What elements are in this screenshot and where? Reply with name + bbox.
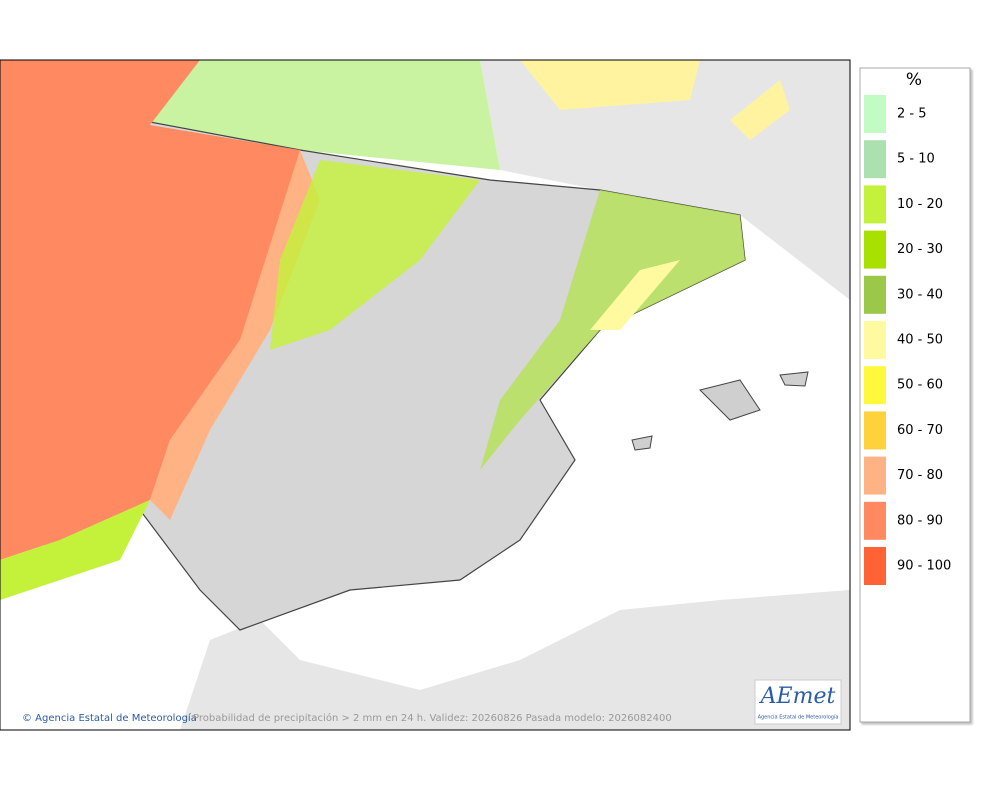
legend-swatch (864, 456, 886, 495)
west-band (150, 150, 320, 520)
southwest-green (0, 500, 150, 600)
legend-label: 40 - 50 (897, 333, 943, 348)
legend-label: 70 - 80 (897, 468, 943, 483)
credit: © Agencia Estatal de Meteorología (22, 712, 197, 724)
map-area (0, 59, 851, 731)
logo: AEmet Agencia Estatal de Meteorología (754, 679, 842, 725)
africa (180, 590, 850, 730)
east-green (480, 190, 745, 470)
biscay-band (520, 60, 700, 110)
logo-name: AEmet (759, 684, 836, 709)
east-yellow (590, 260, 680, 330)
west-high-prob (0, 60, 310, 560)
legend-label: 90 - 100 (897, 559, 951, 574)
legend-swatch (864, 95, 886, 133)
legend-label: 80 - 90 (897, 513, 943, 528)
map-frame (0, 59, 851, 731)
legend-swatch (864, 140, 886, 179)
legend-label: 2 - 5 (897, 107, 927, 122)
legend-swatch (864, 547, 886, 585)
legend-swatch (864, 275, 886, 314)
legend-label: 20 - 30 (897, 242, 943, 257)
logo-box (754, 679, 842, 725)
legend: % 2 - 5 5 - 10 10 - 20 20 - 30 30 - 40 40 - 5… (859, 67, 971, 723)
legend-swatch (864, 185, 886, 224)
menorca (779, 371, 809, 387)
legend-swatch (864, 230, 886, 269)
legend-title: % (906, 70, 922, 90)
caption: Probabilidad de precipitación > 2 mm en … (193, 712, 672, 724)
legend-label: 60 - 70 (897, 423, 943, 438)
logo-subtitle: Agencia Estatal de Meteorología (758, 714, 839, 721)
legend-label: 30 - 40 (897, 287, 943, 302)
mallorca (699, 379, 761, 421)
legend-label: 5 - 10 (897, 152, 935, 167)
legend-swatch (864, 321, 886, 359)
legend-label: 10 - 20 (897, 197, 943, 212)
legend-label: 50 - 60 (897, 378, 943, 393)
ibiza (631, 435, 653, 451)
alps-yellow (730, 80, 790, 140)
legend-swatch (864, 366, 886, 405)
legend-swatch (864, 501, 886, 540)
legend-swatch (864, 411, 886, 450)
north-green (270, 160, 480, 350)
